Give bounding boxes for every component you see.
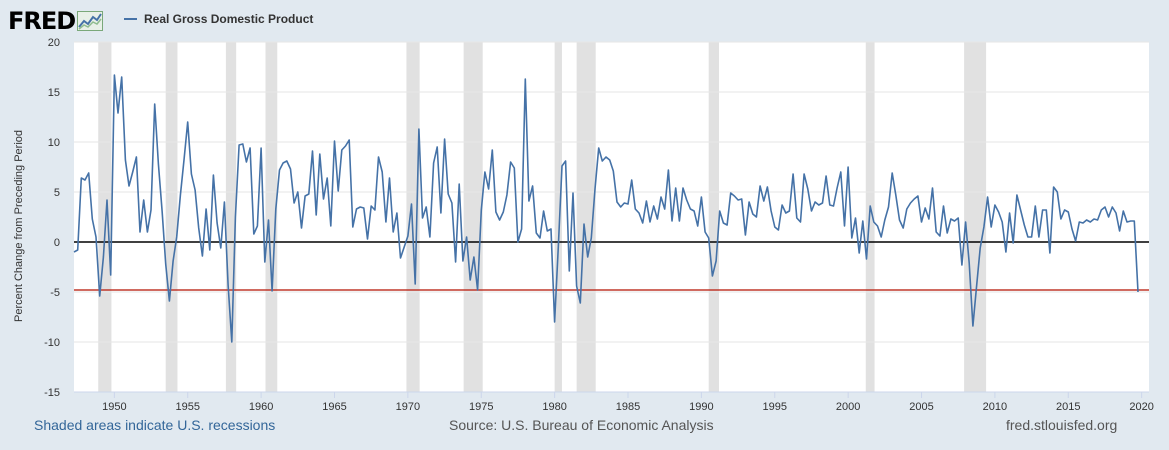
series-lines — [73, 74, 1139, 343]
x-tick-label: 2005 — [909, 401, 933, 410]
x-tick-label: 2020 — [1129, 401, 1153, 410]
recession-band — [406, 42, 420, 392]
x-axis-ticks: 1950 1955 1960 1965 1970 1975 1980 1985 1990 1995… — [74, 391, 1154, 410]
x-tick-label: 1965 — [322, 401, 346, 410]
y-tick-label: -5 — [50, 287, 60, 299]
x-tick-label: 1985 — [616, 401, 640, 410]
x-tick-label: 2010 — [983, 401, 1007, 410]
fred-graph-icon — [77, 11, 104, 31]
y-axis-ticks: 20 15 10 5 0 -5 -10 -15 — [44, 37, 60, 399]
recession-band — [225, 42, 237, 392]
y-tick-label: -10 — [44, 337, 60, 349]
chart-header: FRED Real Gross Domestic Product — [0, 0, 1169, 40]
site-link[interactable]: fred.stlouisfed.org — [1006, 417, 1118, 433]
fred-logo[interactable]: FRED — [8, 6, 104, 36]
x-tick-label: 1955 — [175, 401, 199, 410]
gdp-series-line[interactable] — [73, 74, 1139, 343]
recession-band — [554, 42, 562, 392]
y-axis-label: Percent Change from Preceding Period — [13, 130, 25, 322]
y-tick-label: 20 — [48, 37, 60, 49]
y-tick-label: 0 — [54, 237, 60, 249]
recession-band — [98, 42, 112, 392]
recession-band — [165, 42, 178, 392]
chart-legend[interactable]: Real Gross Domestic Product — [124, 12, 313, 26]
source-note: Source: U.S. Bureau of Economic Analysis — [449, 417, 714, 433]
recession-band — [576, 42, 596, 392]
x-tick-label: 1980 — [542, 401, 566, 410]
x-tick-label: 2000 — [836, 401, 860, 410]
recession-note[interactable]: Shaded areas indicate U.S. recessions — [34, 417, 276, 433]
x-tick-label: 1995 — [763, 401, 787, 410]
recession-band — [964, 42, 987, 392]
x-tick-label: 1950 — [102, 401, 126, 410]
x-tick-label: 2015 — [1056, 401, 1080, 410]
recession-band — [463, 42, 483, 392]
y-tick-label: 15 — [48, 87, 60, 99]
x-tick-label: 1970 — [396, 401, 420, 410]
x-tick-label: 1990 — [689, 401, 713, 410]
y-tick-label: 10 — [48, 137, 60, 149]
legend-swatch — [124, 18, 137, 20]
y-tick-label: -15 — [44, 387, 60, 399]
legend-label: Real Gross Domestic Product — [144, 12, 314, 26]
recession-band — [265, 42, 278, 392]
reference-lines — [74, 241, 1149, 291]
recession-band — [708, 42, 719, 392]
x-tick-label: 1960 — [249, 401, 273, 410]
fred-logo-text: FRED — [8, 7, 76, 35]
y-tick-label: 5 — [54, 187, 60, 199]
x-tick-label: 1975 — [469, 401, 493, 410]
